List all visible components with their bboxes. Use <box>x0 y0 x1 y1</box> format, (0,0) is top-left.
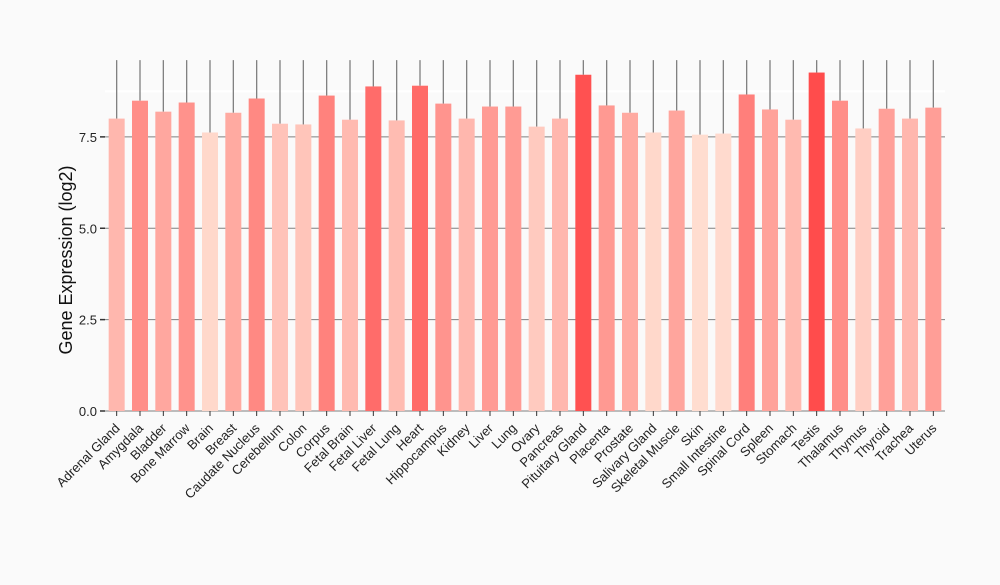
y-tick-label: 0.0 <box>79 404 97 419</box>
bar <box>505 106 522 411</box>
bar <box>248 98 265 411</box>
y-tick-label: 2.5 <box>79 313 97 328</box>
y-tick-label: 5.0 <box>79 221 97 236</box>
bar <box>482 106 498 411</box>
error-bars <box>116 60 934 135</box>
bar <box>272 123 288 411</box>
bar <box>552 118 568 411</box>
bar <box>412 85 428 411</box>
x-tick-label: Liver <box>466 420 497 451</box>
bar <box>762 109 778 412</box>
bar <box>365 86 382 411</box>
bar <box>925 107 942 411</box>
bar <box>575 74 592 412</box>
bar <box>388 120 405 412</box>
bar <box>528 126 545 412</box>
bar <box>738 94 755 412</box>
y-axis: 0.0 2.5 5.0 7.5 <box>79 130 105 419</box>
bar <box>668 110 685 412</box>
y-axis-label: Gene Expression (log2) <box>56 165 76 354</box>
grid-lines <box>105 90 945 412</box>
bar <box>622 112 638 411</box>
bar <box>225 112 242 411</box>
bar <box>598 105 615 411</box>
y-tick-label: 7.5 <box>79 130 97 145</box>
bar <box>832 100 848 412</box>
bar <box>645 132 662 411</box>
bar <box>785 119 802 411</box>
bar <box>902 118 918 411</box>
bar <box>715 133 732 411</box>
bar <box>132 100 148 412</box>
bar <box>342 119 358 411</box>
bar <box>178 102 195 411</box>
bar <box>692 134 708 411</box>
bar <box>878 108 895 411</box>
bar <box>108 118 125 411</box>
bar <box>808 72 825 411</box>
bars <box>108 72 942 412</box>
bar <box>458 118 475 411</box>
bar <box>435 103 452 411</box>
bar <box>295 124 312 411</box>
bar <box>318 95 335 412</box>
bar <box>202 132 218 411</box>
bar <box>855 128 872 411</box>
bar <box>155 111 172 411</box>
